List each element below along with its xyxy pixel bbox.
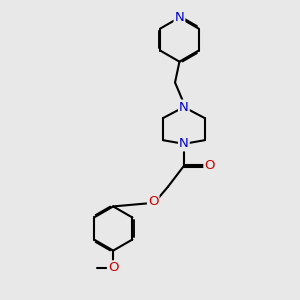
Text: O: O	[148, 195, 158, 208]
Text: O: O	[204, 159, 215, 172]
Text: N: N	[179, 137, 189, 150]
Text: O: O	[108, 261, 119, 274]
Text: N: N	[175, 11, 184, 24]
Text: N: N	[179, 100, 189, 114]
